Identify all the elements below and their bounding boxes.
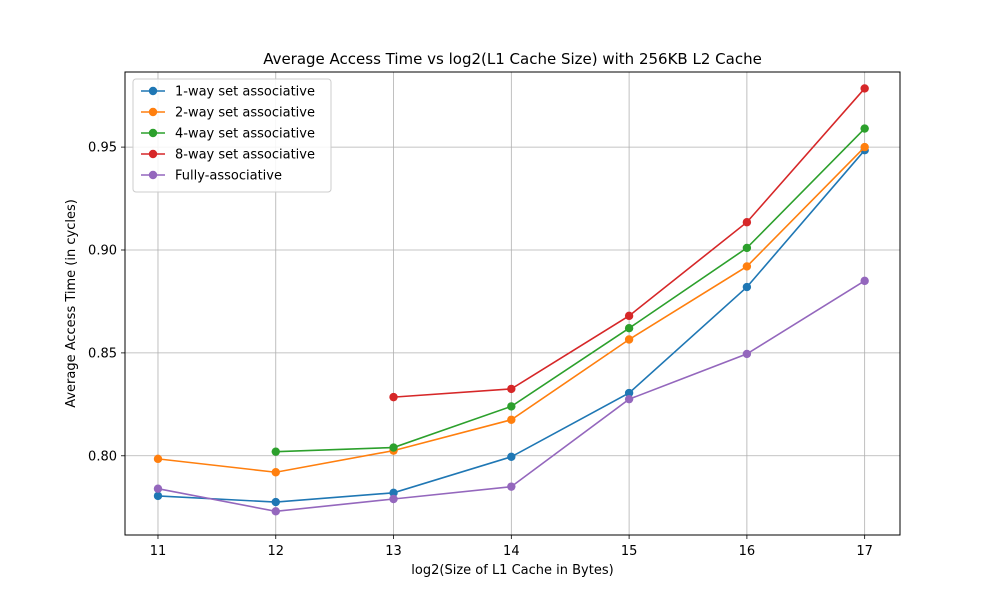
legend-marker [148, 149, 158, 159]
y-tick-label: 0.85 [88, 346, 117, 361]
x-tick-label: 15 [621, 544, 638, 559]
legend-label: 2-way set associative [175, 106, 315, 121]
legend-marker [148, 107, 158, 117]
x-tick-label: 12 [267, 544, 284, 559]
x-tick-label: 16 [739, 544, 756, 559]
legend-item: 2-way set associative [141, 106, 315, 121]
data-point [860, 124, 869, 133]
x-tick-label: 17 [856, 544, 873, 559]
data-point [389, 488, 398, 498]
legend-label: Fully-associative [175, 169, 282, 184]
data-point [742, 218, 752, 227]
series-fully-associative [153, 276, 869, 516]
data-point [507, 415, 516, 424]
legend-item: 8-way set associative [141, 148, 315, 163]
y-tick-label: 0.95 [88, 141, 117, 156]
data-point [742, 349, 752, 359]
y-tick-label: 0.90 [88, 243, 117, 258]
legend-label: 1-way set associative [175, 85, 315, 100]
data-point [742, 262, 752, 271]
chart-title: Average Access Time vs log2(L1 Cache Siz… [263, 50, 762, 68]
data-point [271, 468, 280, 477]
series-1-way-set-associative [153, 145, 869, 507]
x-axis-label: log2(Size of L1 Cache in Bytes) [411, 563, 613, 578]
data-point [624, 394, 634, 404]
data-point [507, 402, 516, 411]
data-point [507, 384, 516, 394]
data-point [271, 507, 280, 516]
y-tick-label: 0.80 [88, 449, 117, 464]
data-point [153, 491, 163, 501]
series-line [275, 128, 866, 453]
series-4-way-set-associative [271, 124, 869, 456]
data-point [153, 454, 163, 464]
data-point [271, 497, 280, 507]
y-axis-label: Average Access Time (in cycles) [64, 199, 79, 408]
data-point [742, 282, 752, 292]
legend: 1-way set associative 2-way set associati… [132, 78, 332, 193]
data-point [153, 484, 163, 493]
data-point [624, 323, 634, 333]
data-point [271, 447, 280, 456]
data-point [624, 311, 634, 321]
data-point [389, 494, 398, 504]
data-point [860, 276, 869, 286]
data-point [389, 392, 398, 402]
data-point [507, 452, 516, 462]
x-tick-label: 13 [385, 544, 402, 559]
series-layer [153, 84, 869, 516]
data-point [624, 388, 634, 398]
legend-box [132, 78, 332, 193]
grid-layer [125, 72, 900, 535]
plot-area-frame [124, 71, 901, 536]
legend-item: 4-way set associative [141, 127, 315, 142]
data-point [860, 84, 869, 93]
legend-marker [148, 170, 158, 180]
data-point [389, 443, 398, 452]
tick-layer: 11 12 13 14 15 16 17 0.80 0.85 0.90 0.95 [88, 141, 873, 559]
data-point [860, 142, 869, 152]
x-tick-label: 11 [150, 544, 167, 559]
data-point [507, 482, 516, 491]
legend-marker [148, 86, 158, 96]
data-point [742, 243, 752, 253]
series-2-way-set-associative [153, 142, 869, 477]
x-tick-label: 14 [503, 544, 520, 559]
legend-label: 8-way set associative [175, 148, 315, 163]
legend-marker [148, 128, 158, 138]
series-8-way-set-associative [389, 84, 869, 402]
data-point [624, 335, 634, 344]
legend-item: Fully-associative [141, 169, 282, 184]
legend-item: 1-way set associative [141, 85, 315, 100]
legend-label: 4-way set associative [175, 127, 315, 142]
